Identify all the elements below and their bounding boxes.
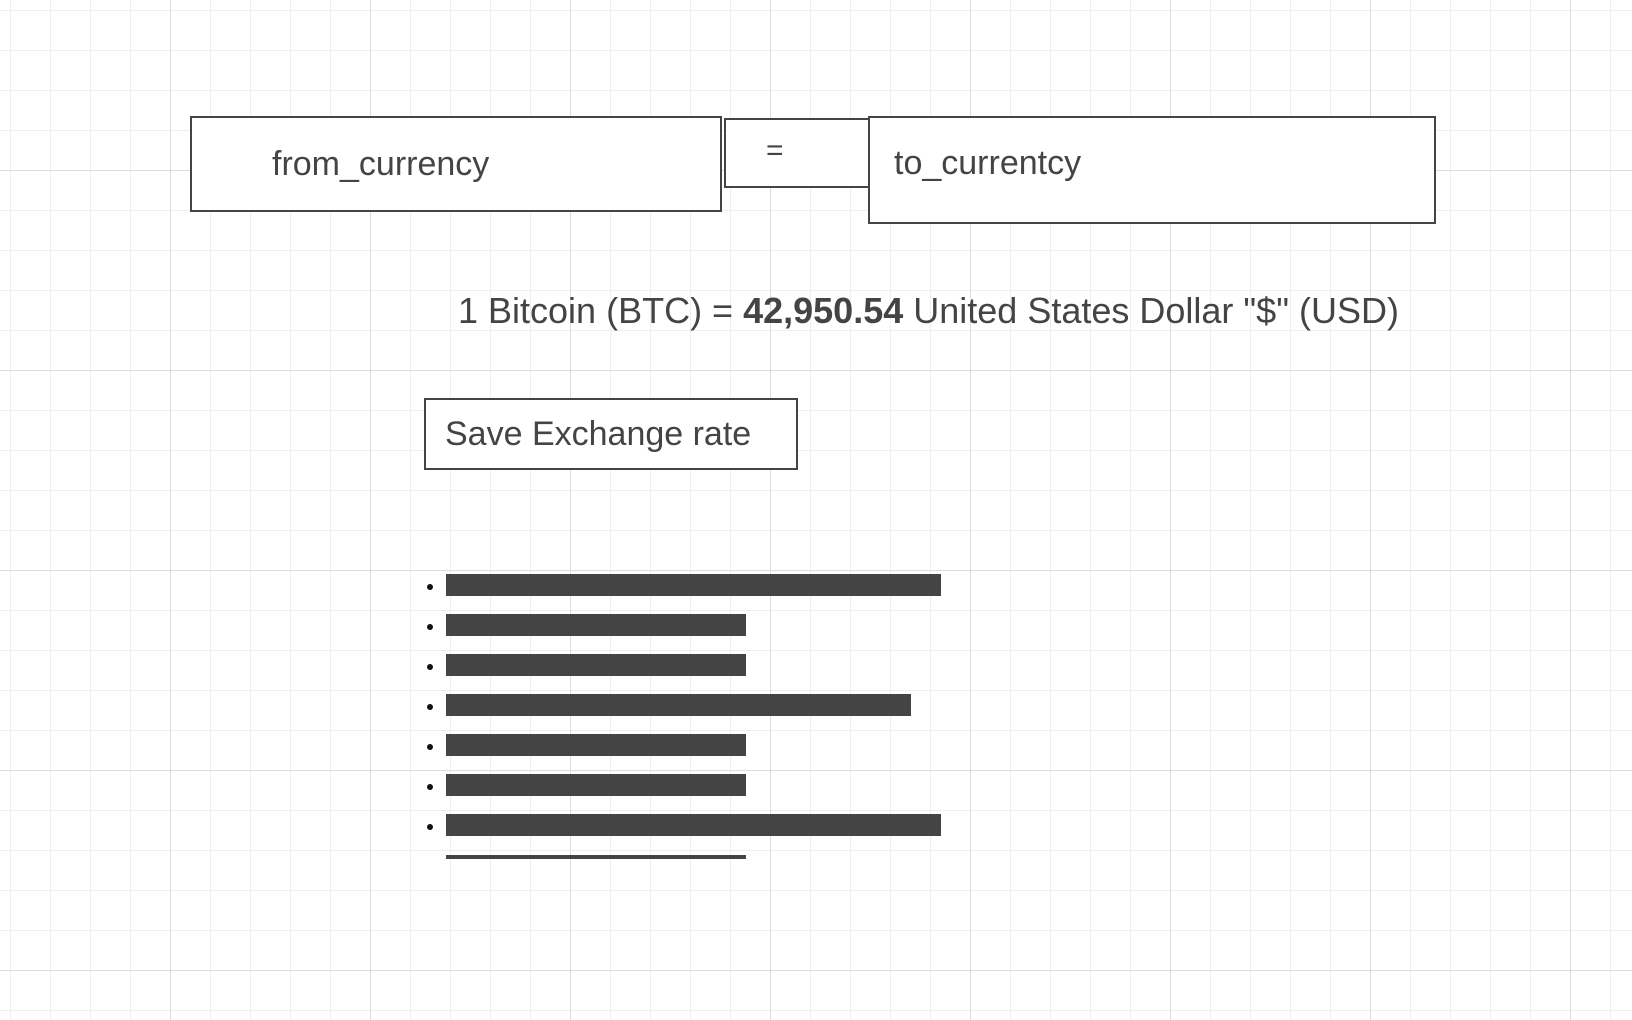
bullet-icon	[427, 624, 433, 630]
rate-suffix: United States Dollar "$" (USD)	[903, 290, 1399, 331]
bullet-icon	[427, 824, 433, 830]
to-currency-field[interactable]: to_currentcy	[868, 116, 1436, 224]
bullet-icon	[427, 664, 433, 670]
equals-sign-box: =	[724, 118, 870, 188]
bullet-icon	[427, 584, 433, 590]
list-item-placeholder-bar	[446, 654, 746, 676]
bullet-icon	[427, 704, 433, 710]
to-currency-label: to_currentcy	[894, 144, 1082, 182]
equals-sign: =	[766, 134, 784, 167]
from-currency-label: from_currency	[272, 144, 490, 183]
exchange-rate-text: 1 Bitcoin (BTC) = 42,950.54 United State…	[458, 290, 1399, 332]
list-item-placeholder-bar	[446, 814, 941, 836]
rate-value: 42,950.54	[743, 290, 904, 331]
list-item-placeholder-bar	[446, 614, 746, 636]
bullet-icon	[427, 784, 433, 790]
from-currency-field[interactable]: from_currency	[190, 116, 722, 212]
list-item-partial	[446, 855, 746, 859]
list-item-placeholder-bar	[446, 734, 746, 756]
list-item-placeholder-bar	[446, 574, 941, 596]
list-item-placeholder-bar	[446, 694, 911, 716]
save-exchange-rate-button[interactable]: Save Exchange rate	[424, 398, 798, 470]
bullet-icon	[427, 744, 433, 750]
rate-prefix: 1 Bitcoin (BTC) =	[458, 290, 744, 331]
list-item-placeholder-bar	[446, 774, 746, 796]
